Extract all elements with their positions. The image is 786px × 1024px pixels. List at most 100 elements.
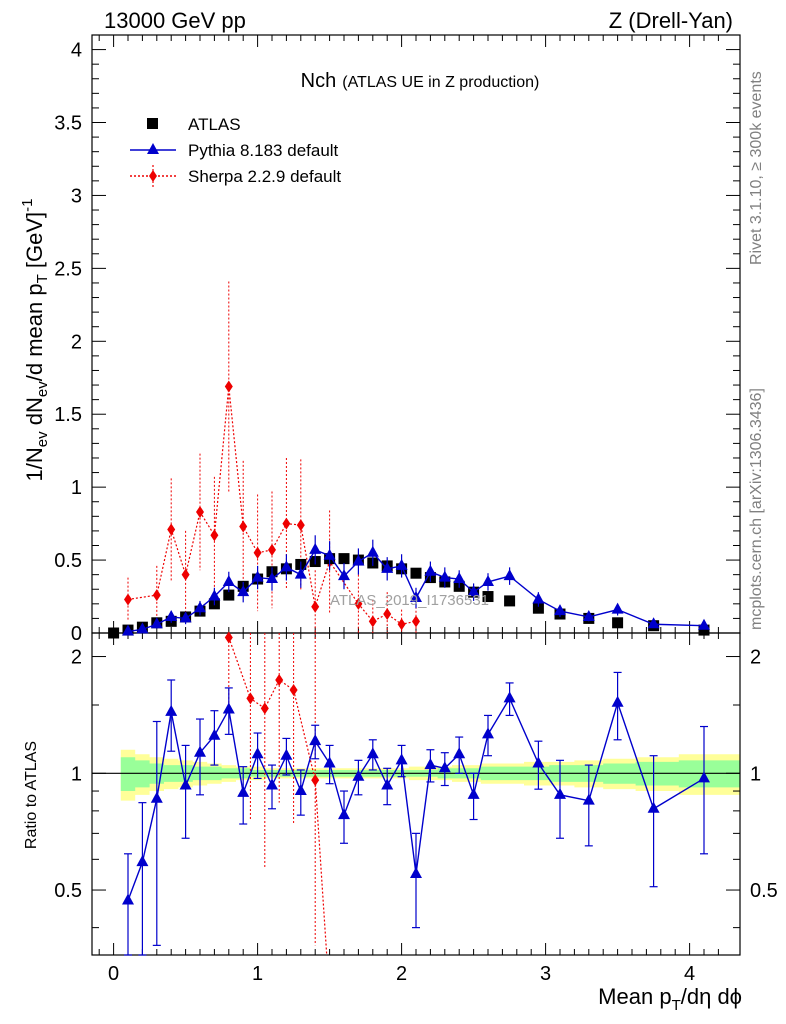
atlas-point xyxy=(612,617,624,629)
pythia-point xyxy=(467,585,480,597)
sherpa-point xyxy=(210,529,219,542)
pythia-point xyxy=(438,570,451,582)
pythia-ratio-point xyxy=(366,747,379,759)
pythia-ratio-point xyxy=(194,745,206,757)
sherpa-point xyxy=(239,520,248,533)
y-tick-label: 3.5 xyxy=(54,113,82,135)
pythia-ratio-point xyxy=(381,778,394,790)
side-label-rivet: Rivet 3.1.10, ≥ 300k events xyxy=(748,71,765,265)
pythia-ratio-point xyxy=(395,753,408,765)
pythia-point xyxy=(611,602,624,614)
pythia-point xyxy=(338,569,350,581)
y-tick-label: 2.5 xyxy=(54,258,82,280)
y-tick-label: 0 xyxy=(71,623,82,645)
atlas-point xyxy=(482,591,494,603)
pythia-ratio-point xyxy=(309,734,322,746)
pythia-point xyxy=(222,574,235,586)
pythia-ratio-point xyxy=(698,771,710,783)
atlas-point xyxy=(410,567,422,579)
sherpa-point xyxy=(397,618,406,631)
sherpa-point xyxy=(368,615,377,628)
atlas-point xyxy=(223,589,235,601)
atlas-point xyxy=(532,602,544,614)
pythia-point xyxy=(532,592,545,604)
pythia-point xyxy=(323,548,336,560)
y-tick-label: 2 xyxy=(71,331,82,353)
pythia-point xyxy=(395,558,408,570)
pythia-ratio-point xyxy=(237,785,250,797)
pythia-ratio-point xyxy=(294,784,307,796)
pythia-point xyxy=(366,545,379,557)
legend-atlas-label: ATLAS xyxy=(188,115,241,134)
pythia-point xyxy=(554,604,566,616)
pythia-point xyxy=(698,618,710,630)
y-tick-label: 1 xyxy=(71,477,82,499)
pythia-ratio-point xyxy=(323,756,336,768)
pythia-ratio-point xyxy=(453,747,466,759)
x-tick-label: 4 xyxy=(684,963,695,985)
legend-pythia-label: Pythia 8.183 default xyxy=(188,141,339,160)
sherpa-point xyxy=(181,568,190,581)
sherpa-point xyxy=(354,597,363,610)
pythia-point xyxy=(424,564,437,576)
pythia-ratio-point xyxy=(352,769,365,781)
pythia-ratio-point xyxy=(338,808,350,820)
pythia-point xyxy=(208,589,221,601)
sherpa-point xyxy=(412,615,420,628)
pythia-point xyxy=(309,542,322,554)
pythia-point xyxy=(482,574,494,586)
pythia-point xyxy=(453,572,466,584)
sherpa-point xyxy=(282,517,291,530)
watermark: ATLAS_2019_I1736531 xyxy=(330,592,489,609)
sherpa-ratio-point xyxy=(224,631,233,644)
x-tick-label: 3 xyxy=(540,963,551,985)
sherpa-ratio-point xyxy=(260,702,269,715)
sherpa-point xyxy=(268,543,276,556)
ratio-y-tick-label: 2 xyxy=(71,647,82,669)
pythia-point xyxy=(237,585,250,597)
sherpa-point xyxy=(124,593,132,606)
sherpa-point xyxy=(311,600,320,613)
pythia-point xyxy=(165,609,178,621)
sherpa-ratio-point xyxy=(289,683,298,696)
atlas-point xyxy=(698,624,710,636)
x-tick-label: 1 xyxy=(252,963,263,985)
y-axis-label-ratio: Ratio to ATLAS xyxy=(23,741,40,849)
y-tick-label: 3 xyxy=(71,185,82,207)
pythia-point xyxy=(150,617,163,629)
sherpa-ratio-point xyxy=(311,774,320,787)
x-tick-label: 2 xyxy=(396,963,407,985)
atlas-point xyxy=(338,553,350,565)
sherpa-point xyxy=(296,519,305,532)
pythia-point xyxy=(194,601,206,613)
atlas-point xyxy=(108,627,120,639)
pythia-point xyxy=(647,617,660,629)
header-right: Z (Drell-Yan) xyxy=(609,8,733,33)
pythia-point xyxy=(582,609,595,621)
pythia-point xyxy=(294,567,307,579)
sherpa-point xyxy=(383,608,392,621)
chart-title: Nch (ATLAS UE in Z production) xyxy=(301,70,540,92)
pythia-point xyxy=(410,590,422,602)
pythia-ratio-point xyxy=(482,727,494,739)
pythia-point xyxy=(280,560,293,572)
sherpa-point xyxy=(224,380,233,393)
y-tick-label: 4 xyxy=(71,40,82,62)
legend-pythia-marker xyxy=(147,143,159,154)
pythia-ratio-point xyxy=(424,758,437,770)
sherpa-ratio-point xyxy=(275,673,284,686)
pythia-ratio-point xyxy=(266,778,278,790)
pythia-point xyxy=(352,554,365,566)
pythia-ratio-point xyxy=(222,702,235,714)
sherpa-point xyxy=(196,505,204,518)
y-tick-label: 1.5 xyxy=(54,404,82,426)
pythia-ratio-point xyxy=(251,747,264,759)
pythia-ratio-point xyxy=(165,704,178,716)
ratio-y-tick-label: 1 xyxy=(71,763,82,785)
y-axis-label-main: 1/Nev dNev/d mean pT [GeV]-1 xyxy=(19,199,51,482)
side-label-mcplots: mcplots.cern.ch [arXiv:1306.3436] xyxy=(748,388,765,630)
sherpa-point xyxy=(167,523,176,536)
sherpa-point xyxy=(253,546,262,559)
pythia-ratio-point xyxy=(150,791,163,803)
